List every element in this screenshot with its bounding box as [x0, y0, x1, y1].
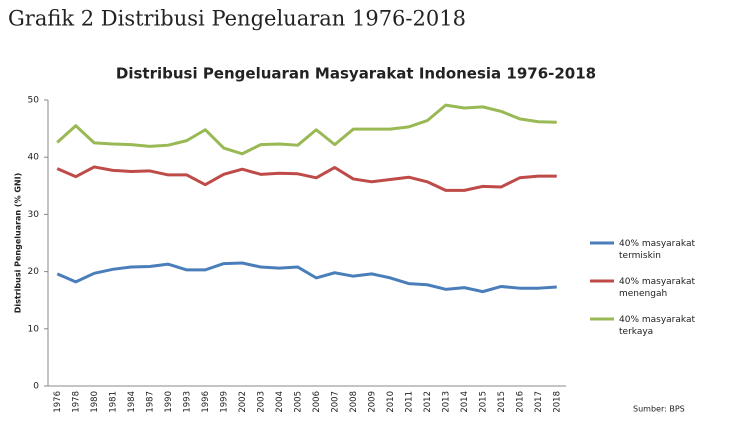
x-tick-label: 2013: [441, 391, 451, 413]
x-tick-label: 1978: [71, 391, 81, 413]
x-tick-label: 1981: [108, 391, 118, 413]
x-tick-label: 1996: [201, 391, 211, 413]
x-tick-label: 2011: [404, 391, 414, 413]
x-tick-label: 1987: [145, 391, 155, 413]
x-tick-label: 2017: [534, 391, 544, 413]
x-tick-label: 1999: [219, 391, 229, 413]
x-tick-label: 2006: [312, 391, 322, 413]
x-tick-label: 2012: [423, 391, 433, 413]
x-tick-label: 2015: [478, 391, 488, 413]
y-tick-label: 50: [28, 96, 40, 106]
legend-label: 40% masyarakat terkaya: [619, 315, 695, 337]
x-tick-label: 1984: [127, 391, 137, 413]
x-tick-label: 1990: [164, 391, 174, 413]
legend-label: 40% masyarakat termiskin: [619, 239, 695, 261]
x-tick-label: 2018: [552, 391, 562, 413]
legend-label: 40% masyarakat menengah: [619, 277, 695, 299]
series-line: [56, 261, 557, 294]
x-tick-label: 1976: [53, 391, 63, 413]
y-tick-label: 40: [28, 153, 40, 163]
y-tick-label: 30: [28, 210, 40, 220]
chart-title: Distribusi Pengeluaran Masyarakat Indone…: [116, 65, 596, 83]
y-tick-label: 10: [28, 324, 40, 334]
x-tick-label: 2004: [275, 391, 285, 413]
y-axis-label: Distribusi Pengeluaran (% GNI): [14, 173, 23, 314]
source: Sumber: BPS: [633, 405, 685, 414]
page-title: Grafik 2 Distribusi Pengeluaran 1976-201…: [8, 7, 466, 31]
series-line: [56, 165, 557, 192]
x-tick-label: 2015: [497, 391, 507, 413]
x-tick-label: 2008: [349, 391, 359, 413]
x-tick-label: 1993: [182, 391, 192, 413]
series-line: [56, 103, 557, 156]
x-tick-label: 2014: [460, 391, 470, 413]
x-tick-label: 2009: [367, 391, 377, 413]
x-tick-label: 2010: [386, 391, 396, 413]
y-tick-label: 0: [33, 382, 39, 392]
x-tick-label: 2016: [515, 391, 525, 413]
x-tick-label: 2007: [330, 391, 340, 413]
x-tick-label: 2005: [293, 391, 303, 413]
x-tick-label: 2003: [256, 391, 266, 413]
y-tick-label: 20: [28, 267, 40, 277]
x-tick-label: 1980: [90, 391, 100, 413]
x-tick-label: 2002: [238, 391, 248, 413]
